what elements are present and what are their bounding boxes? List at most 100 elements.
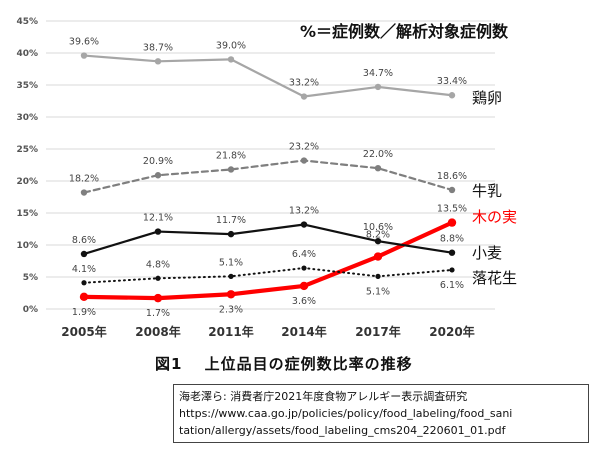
data-point (227, 166, 235, 173)
data-label: 18.6% (437, 171, 467, 182)
data-point (299, 281, 309, 291)
series-line-小麦 (82, 223, 454, 256)
data-label: 21.8% (216, 150, 246, 161)
data-label: 8.2% (366, 230, 390, 241)
data-label: 39.6% (69, 37, 99, 48)
data-label: 6.4% (292, 249, 316, 260)
data-point (448, 92, 456, 99)
data-point (154, 228, 162, 235)
x-tick-label: 2017年 (355, 324, 400, 339)
data-point (374, 165, 382, 172)
data-label: 20.9% (143, 156, 173, 167)
y-tick-label: 5% (23, 273, 38, 283)
data-label: 13.5% (437, 204, 467, 215)
gridlines (46, 20, 495, 310)
series-label: 落花生 (472, 269, 517, 287)
data-point (300, 157, 308, 164)
data-label: 1.7% (146, 308, 170, 319)
y-tick-label: 10% (16, 241, 38, 251)
data-label: 5.1% (366, 286, 390, 297)
series-points (79, 52, 457, 303)
data-label: 23.2% (289, 142, 319, 153)
data-point (80, 250, 88, 258)
data-point (300, 221, 308, 228)
data-point (447, 218, 457, 227)
data-point (448, 249, 456, 256)
data-point (301, 265, 307, 271)
data-label: 4.1% (72, 264, 96, 275)
data-label: 11.7% (216, 215, 246, 226)
data-point (80, 189, 88, 196)
data-label: 3.6% (292, 296, 316, 307)
data-label: 8.8% (440, 234, 464, 245)
figure-caption: 図1 上位品目の症例数比率の推移 (155, 355, 413, 373)
data-point (300, 93, 308, 100)
data-label: 34.7% (363, 68, 393, 79)
series-label: 牛乳 (472, 182, 502, 200)
data-label: 33.2% (289, 78, 319, 89)
source-line-2: https://www.caa.go.jp/policies/policy/fo… (179, 407, 513, 420)
x-tick-label: 2005年 (61, 324, 106, 339)
source-box: 海老澤ら: 消費者庁2021年度食物アレルギー表示調査研究 https://ww… (173, 384, 589, 443)
data-point (449, 267, 455, 273)
annotation-note: %＝症例数／解析対象症例数 (300, 22, 509, 41)
data-label: 12.1% (143, 213, 173, 224)
series-lines (81, 54, 455, 301)
data-point (374, 237, 382, 245)
series-line-鶏卵 (82, 54, 454, 98)
line-chart: 0%5%10%15%20%25%30%35%40%45% 2005年 2008年 2… (16, 17, 517, 339)
y-tick-label: 0% (23, 305, 38, 315)
y-axis-ticks: 0% 5% 10% 15% 20% 25% 30% 35% 40% 45% (16, 17, 38, 315)
data-point (81, 280, 87, 286)
data-point (226, 290, 236, 299)
series-line-落花生 (83, 267, 453, 284)
y-tick-label: 30% (16, 113, 38, 123)
series-line-木の実 (81, 220, 455, 301)
data-point (153, 293, 163, 303)
data-point (228, 273, 234, 279)
data-point (375, 273, 381, 279)
data-point (154, 172, 162, 179)
data-labels: 39.6% 38.7% 39.0% 33.2% 34.7% 33.4% 18.2% 20.9%… (69, 37, 467, 320)
source-line-3: tation/allergy/assets/food_labeling_cms2… (179, 424, 506, 437)
data-label: 4.8% (146, 259, 170, 270)
y-tick-label: 40% (16, 49, 38, 59)
data-label: 2.3% (219, 304, 243, 315)
data-label: 39.0% (216, 40, 246, 51)
data-label: 18.2% (69, 174, 99, 185)
data-point (227, 230, 235, 238)
y-tick-label: 25% (16, 145, 38, 155)
x-tick-label: 2011年 (208, 324, 253, 339)
x-tick-label: 2020年 (429, 324, 474, 339)
series-line-牛乳 (82, 159, 454, 194)
y-tick-label: 35% (16, 81, 38, 91)
data-point (374, 83, 382, 91)
x-tick-label: 2008年 (135, 324, 180, 339)
source-line-1: 海老澤ら: 消費者庁2021年度食物アレルギー表示調査研究 (179, 390, 468, 403)
x-tick-label: 2014年 (281, 324, 326, 339)
data-point (448, 186, 456, 194)
data-point (373, 252, 383, 261)
data-label: 1.9% (72, 307, 96, 318)
y-tick-label: 45% (16, 17, 38, 27)
series-label: 木の実 (472, 208, 517, 226)
data-point (227, 56, 235, 63)
data-label: 13.2% (289, 206, 319, 217)
data-point (155, 275, 161, 281)
data-label: 8.6% (72, 235, 96, 246)
data-label: 6.1% (440, 280, 464, 291)
data-point (79, 292, 89, 302)
y-tick-label: 15% (16, 209, 38, 219)
data-label: 33.4% (437, 76, 467, 87)
data-label: 10.6% (363, 222, 393, 233)
data-point (154, 58, 162, 65)
x-axis-ticks: 2005年 2008年 2011年 2014年 2017年 2020年 (61, 324, 474, 339)
data-point (80, 52, 88, 59)
series-label: 小麦 (472, 244, 502, 262)
y-tick-label: 20% (16, 177, 38, 187)
data-label: 22.0% (363, 149, 393, 160)
series-label: 鶏卵 (472, 89, 502, 107)
data-label: 38.7% (143, 42, 173, 53)
data-label: 5.1% (219, 257, 243, 268)
